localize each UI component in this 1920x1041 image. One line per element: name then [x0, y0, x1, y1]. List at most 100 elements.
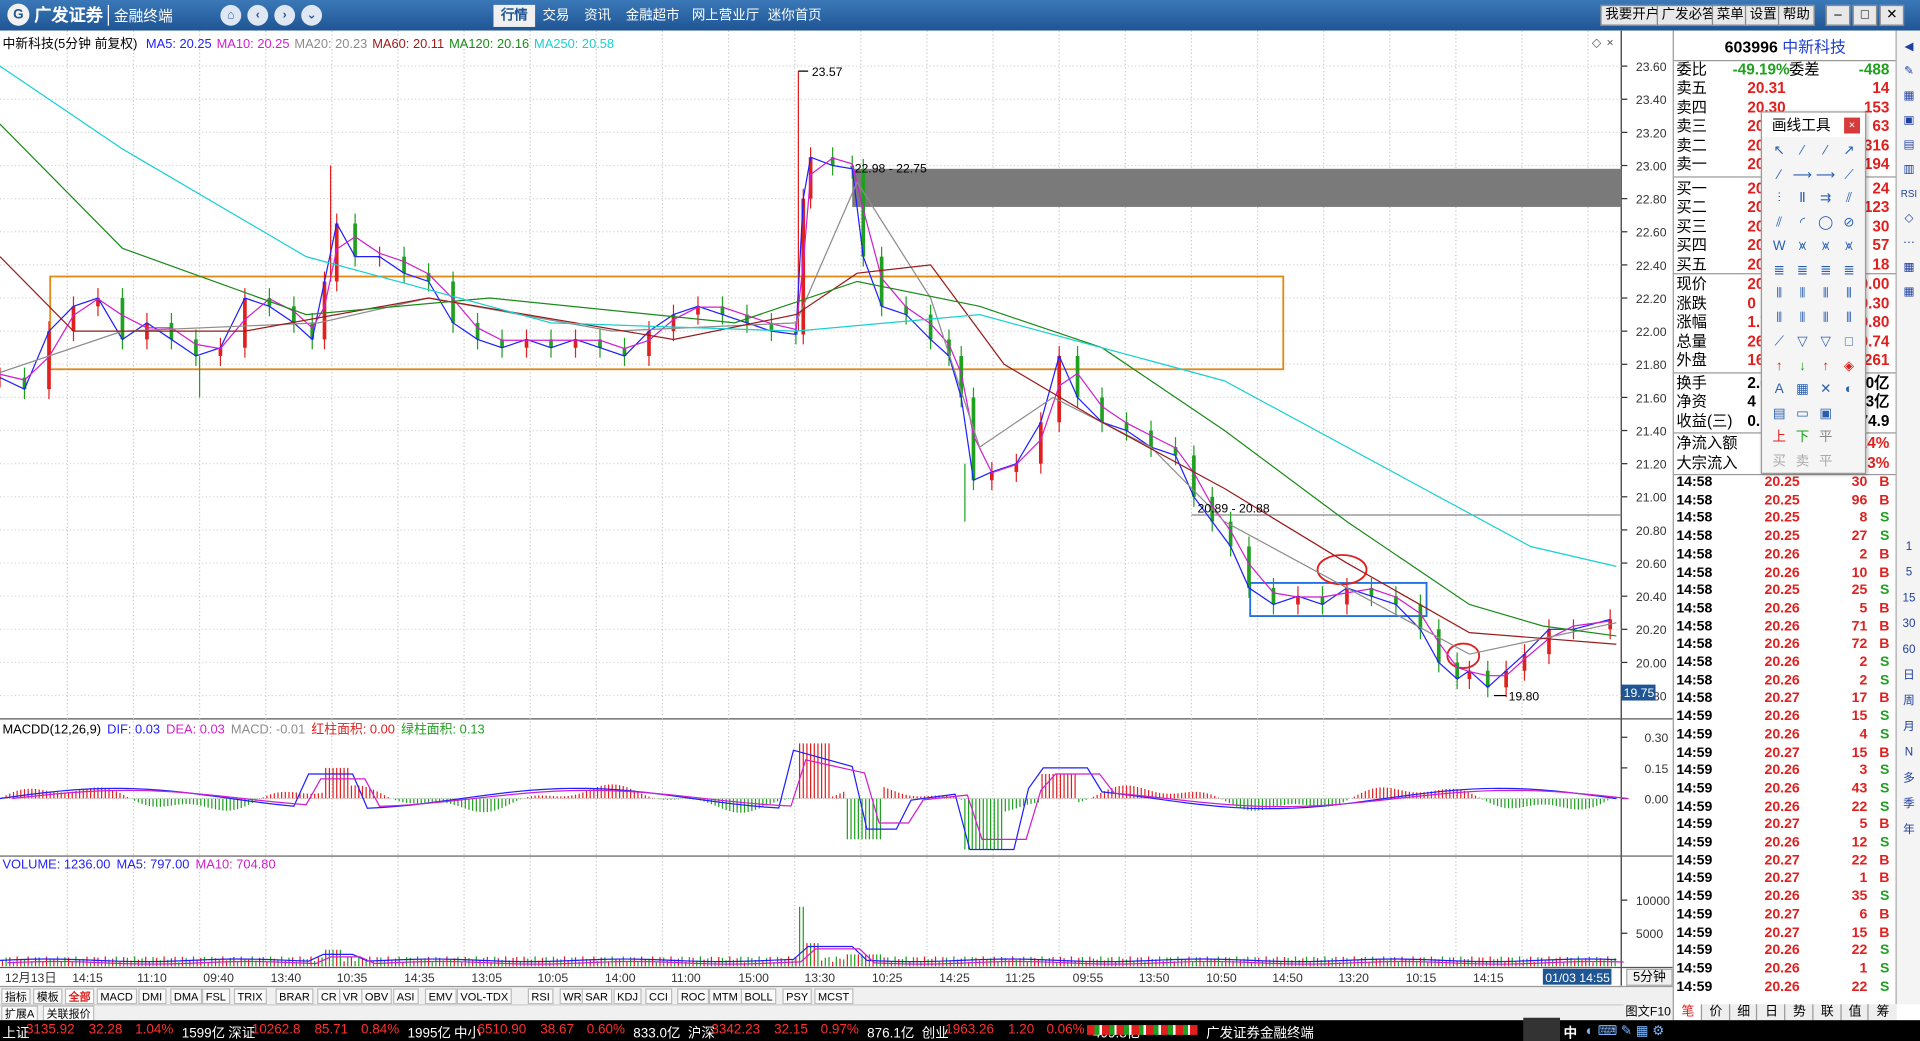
drawing-tool-icon[interactable]: ⟶ [1816, 167, 1836, 182]
drawing-tool-icon[interactable]: 平 [1818, 429, 1833, 445]
index-name[interactable]: 创业 [921, 1026, 949, 1041]
status-tool-icons[interactable]: ◐ ⌨ ✎ ▦ ⚙ [1585, 1023, 1665, 1039]
side-tool-icon[interactable]: ▦ [1903, 89, 1915, 103]
top-button-2[interactable]: 菜单 [1711, 4, 1749, 26]
drawing-tool-icon[interactable]: ▭ [1796, 405, 1809, 421]
indicator-tab[interactable]: EMV [424, 988, 457, 1005]
menu-item-4[interactable]: 网上营业厅 [691, 8, 760, 24]
ext-tab[interactable]: 扩展A [1, 1005, 38, 1022]
top-button-4[interactable]: 帮助 [1777, 4, 1815, 26]
side-tool-icon[interactable]: ▣ [1903, 113, 1915, 128]
period-tab[interactable]: 60 [1902, 642, 1916, 657]
indicator-tab[interactable]: ASI [393, 988, 419, 1005]
quote-tab[interactable]: 联 [1811, 1004, 1842, 1021]
quote-tab[interactable]: 价 [1700, 1004, 1730, 1021]
drawing-tool-icon[interactable]: ◜ [1799, 214, 1806, 230]
drawing-tool-icon[interactable]: ⫽ [1776, 214, 1783, 230]
menu-item-5[interactable]: 迷你首页 [767, 8, 822, 24]
kline-chart-area[interactable]: 23.60 23.40 23.20 23.00 22.80 22.60 22.40 22.20… [0, 30, 1673, 986]
indicator-tab[interactable]: RSI [527, 988, 554, 1005]
side-tool-icon[interactable]: ◀ [1904, 40, 1914, 54]
period-tab[interactable]: 季 [1903, 797, 1915, 811]
drawing-tool-icon[interactable]: ⦀ [1846, 310, 1852, 326]
tools-close-icon[interactable]: × [1844, 117, 1861, 134]
indicator-tab[interactable]: MACD [96, 988, 137, 1005]
period-tab[interactable]: 5 [1905, 565, 1913, 580]
drawing-tool-icon[interactable]: □ [1844, 334, 1854, 350]
indicator-tab[interactable]: MTM [708, 988, 742, 1005]
index-name[interactable]: 沪深 [687, 1026, 715, 1041]
period-tab[interactable]: 月 [1903, 720, 1915, 734]
indicator-tab[interactable]: SAR [581, 988, 612, 1005]
quote-tab[interactable]: 细 [1728, 1004, 1758, 1021]
dropdown-icon[interactable]: ⌄ [301, 4, 323, 26]
period-tab[interactable]: 1 [1905, 540, 1913, 554]
drawing-tool-icon[interactable]: ⁄ [1801, 143, 1804, 158]
indicator-tab[interactable]: MCST [814, 988, 853, 1005]
drawing-tool-icon[interactable]: ⟋ [1774, 334, 1784, 350]
input-method-label[interactable]: 中 [1563, 1026, 1578, 1041]
top-button-3[interactable]: 设置 [1744, 4, 1782, 26]
kline-chart-svg[interactable]: 23.60 23.40 23.20 23.00 22.80 22.60 22.40 22.20… [0, 30, 1673, 986]
drawing-tool-icon[interactable]: ⦀ [1846, 286, 1852, 302]
period-tab[interactable]: 15 [1902, 591, 1916, 606]
side-tool-icon[interactable]: ▦ [1903, 260, 1915, 275]
menu-item-0[interactable]: 行情 [493, 4, 536, 27]
indicator-tab[interactable]: ROC [677, 988, 709, 1005]
drawing-tool-icon[interactable]: 买 [1772, 453, 1786, 469]
minimize-icon[interactable]: – [1825, 4, 1851, 26]
indicator-tab[interactable]: DMI [138, 988, 166, 1005]
indicator-tab[interactable]: 指标 [1, 988, 31, 1005]
side-tool-icon[interactable]: ▦ [1903, 285, 1915, 299]
side-rsi-icon[interactable]: RSI [1900, 188, 1918, 200]
indicator-tab[interactable]: CCI [645, 988, 672, 1005]
indicator-tab[interactable]: CR [317, 988, 341, 1005]
drawing-tool-icon[interactable]: ⟶ [1792, 167, 1813, 182]
indicator-tab[interactable]: DMA [170, 988, 203, 1005]
side-tool-icon[interactable]: ◇ [1904, 211, 1914, 226]
period-tab[interactable]: 周 [1903, 694, 1915, 708]
side-tool-icon[interactable]: ▥ [1903, 162, 1915, 177]
indicator-tab[interactable]: BRAR [275, 988, 314, 1005]
index-name[interactable]: 中小 [454, 1026, 481, 1041]
drawing-tool-icon[interactable]: ⫶ [1777, 191, 1781, 206]
drawing-tool-icon[interactable]: ↖ [1773, 143, 1785, 158]
drawing-tool-icon[interactable]: A [1774, 382, 1784, 397]
side-tool-icon[interactable]: ⋯ [1903, 236, 1915, 250]
drawing-tool-icon[interactable]: ▦ [1796, 382, 1809, 397]
drawing-tool-icon[interactable]: ≣ [1820, 262, 1832, 278]
indicator-tab[interactable]: WR [559, 988, 586, 1005]
top-button-0[interactable]: 我要开户 [1600, 4, 1665, 26]
drawing-tool-icon[interactable]: 卖 [1795, 453, 1810, 469]
drawing-tool-icon[interactable]: 平 [1818, 453, 1833, 469]
maximize-icon[interactable]: □ [1852, 4, 1878, 26]
drawing-tool-icon[interactable]: ⩙ [1821, 238, 1830, 254]
indicator-tab[interactable]: KDJ [613, 988, 642, 1005]
drawing-tool-icon[interactable]: ⁄ [1824, 143, 1827, 158]
side-tool-icon[interactable]: ▤ [1903, 138, 1915, 152]
drawing-tool-icon[interactable]: ▣ [1819, 405, 1833, 421]
indicator-tab[interactable]: OBV [361, 988, 392, 1005]
indicator-tab[interactable]: VR [339, 988, 362, 1005]
drawing-tool-icon[interactable]: ≣ [1796, 262, 1809, 278]
drawing-tool-icon[interactable]: Ⅱ [1799, 191, 1806, 206]
period-tab[interactable]: 多 [1903, 771, 1915, 786]
drawing-tool-icon[interactable]: ◯ [1818, 214, 1834, 230]
indicator-tab[interactable]: VOL-TDX [456, 988, 512, 1005]
drawing-tool-icon[interactable]: ▽ [1820, 334, 1831, 350]
drawing-tool-icon[interactable]: ✕ [1820, 382, 1832, 397]
period-tab[interactable]: 日 [1903, 668, 1915, 683]
drawing-tool-icon[interactable]: ↗ [1843, 143, 1855, 158]
quote-tab[interactable]: 筹 [1867, 1004, 1898, 1021]
drawing-tool-icon[interactable]: 下 [1795, 429, 1810, 445]
indicator-tab[interactable]: TRIX [233, 988, 267, 1005]
top-button-1[interactable]: 广发必答 [1656, 4, 1721, 26]
drawing-tool-icon[interactable]: ↑ [1822, 358, 1830, 373]
menu-item-3[interactable]: 金融超市 [625, 8, 680, 24]
index-name[interactable]: 上证 [2, 1026, 30, 1041]
drawing-tool-icon[interactable]: ⦀ [1822, 286, 1829, 302]
drawing-tool-icon[interactable]: ⇉ [1820, 191, 1832, 206]
drawing-tool-icon[interactable]: ⁄ [1778, 167, 1781, 182]
drawing-tool-icon[interactable]: ◐ [1844, 382, 1854, 397]
drawing-tool-icon[interactable]: ⟋ [1844, 167, 1854, 182]
